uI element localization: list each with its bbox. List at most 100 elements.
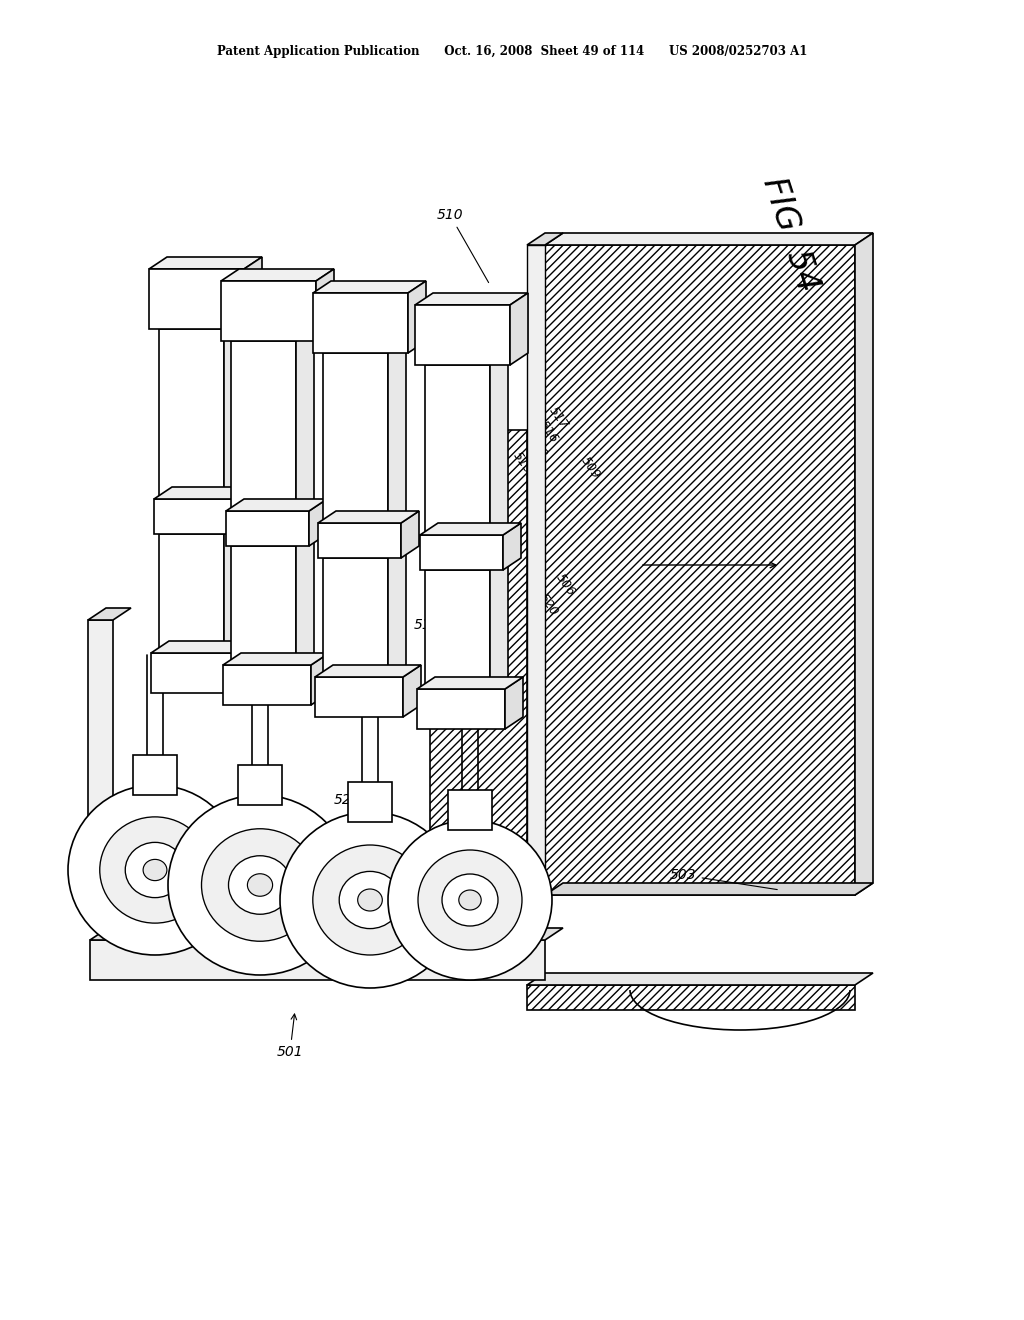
- Text: 516: 516: [536, 418, 560, 446]
- Polygon shape: [417, 689, 505, 729]
- Polygon shape: [420, 523, 521, 535]
- Polygon shape: [318, 511, 419, 523]
- Polygon shape: [425, 570, 490, 689]
- Ellipse shape: [125, 842, 184, 898]
- Polygon shape: [159, 535, 224, 653]
- Polygon shape: [403, 665, 421, 717]
- Polygon shape: [323, 558, 388, 677]
- Polygon shape: [315, 665, 421, 677]
- Polygon shape: [296, 535, 314, 665]
- Polygon shape: [88, 620, 113, 870]
- Text: Patent Application Publication      Oct. 16, 2008  Sheet 49 of 114      US 2008/: Patent Application Publication Oct. 16, …: [217, 45, 807, 58]
- Ellipse shape: [228, 855, 292, 915]
- Polygon shape: [159, 329, 224, 499]
- Text: 520: 520: [536, 591, 560, 619]
- Ellipse shape: [68, 785, 242, 954]
- Polygon shape: [318, 523, 401, 558]
- Ellipse shape: [357, 888, 382, 911]
- Polygon shape: [503, 523, 521, 570]
- Polygon shape: [527, 246, 545, 895]
- Ellipse shape: [280, 812, 460, 987]
- Text: 509: 509: [578, 454, 602, 482]
- Polygon shape: [150, 257, 262, 269]
- Ellipse shape: [168, 795, 352, 975]
- Polygon shape: [226, 499, 327, 511]
- Ellipse shape: [388, 820, 552, 979]
- Text: 501: 501: [276, 1014, 303, 1059]
- Polygon shape: [231, 341, 296, 511]
- Polygon shape: [545, 234, 873, 246]
- Polygon shape: [316, 269, 334, 341]
- Text: 504: 504: [93, 953, 137, 968]
- Polygon shape: [315, 677, 403, 717]
- Polygon shape: [238, 766, 282, 805]
- Polygon shape: [154, 499, 237, 535]
- Text: 506: 506: [553, 572, 578, 598]
- Polygon shape: [150, 269, 244, 329]
- Ellipse shape: [339, 871, 400, 928]
- Polygon shape: [90, 928, 563, 940]
- Polygon shape: [226, 511, 309, 546]
- Polygon shape: [510, 293, 528, 366]
- Polygon shape: [244, 257, 262, 329]
- Polygon shape: [239, 642, 257, 693]
- Polygon shape: [425, 366, 490, 535]
- Polygon shape: [348, 781, 392, 822]
- Polygon shape: [527, 985, 855, 1010]
- Ellipse shape: [99, 817, 210, 923]
- Polygon shape: [296, 329, 314, 511]
- Polygon shape: [237, 487, 255, 535]
- Polygon shape: [415, 305, 510, 366]
- Polygon shape: [401, 511, 419, 558]
- Text: 517: 517: [546, 404, 570, 432]
- Polygon shape: [430, 430, 527, 890]
- Text: 515: 515: [510, 449, 535, 477]
- Polygon shape: [449, 789, 492, 830]
- Ellipse shape: [143, 859, 167, 880]
- Polygon shape: [420, 535, 503, 570]
- Ellipse shape: [312, 845, 427, 954]
- Polygon shape: [415, 293, 528, 305]
- Polygon shape: [490, 352, 508, 535]
- Text: 522: 522: [334, 793, 386, 829]
- Polygon shape: [527, 973, 873, 985]
- Polygon shape: [154, 487, 255, 499]
- Polygon shape: [231, 546, 296, 665]
- Polygon shape: [133, 755, 177, 795]
- Text: 510: 510: [436, 209, 488, 282]
- Polygon shape: [223, 665, 311, 705]
- Polygon shape: [388, 341, 406, 523]
- Text: 508: 508: [524, 433, 549, 461]
- Polygon shape: [490, 558, 508, 689]
- Polygon shape: [313, 293, 408, 352]
- Polygon shape: [323, 352, 388, 523]
- Ellipse shape: [459, 890, 481, 909]
- Polygon shape: [417, 677, 523, 689]
- Polygon shape: [224, 317, 242, 499]
- Ellipse shape: [248, 874, 272, 896]
- Ellipse shape: [442, 874, 498, 927]
- Ellipse shape: [418, 850, 522, 950]
- Text: 507: 507: [423, 939, 468, 964]
- Text: 503: 503: [670, 869, 777, 890]
- Polygon shape: [855, 234, 873, 895]
- Polygon shape: [527, 234, 563, 246]
- Polygon shape: [151, 642, 257, 653]
- Polygon shape: [221, 269, 334, 281]
- Polygon shape: [313, 281, 426, 293]
- Polygon shape: [505, 677, 523, 729]
- Polygon shape: [545, 883, 873, 895]
- Polygon shape: [221, 281, 316, 341]
- Ellipse shape: [202, 829, 318, 941]
- Polygon shape: [388, 546, 406, 677]
- Polygon shape: [90, 940, 545, 979]
- Polygon shape: [309, 499, 327, 546]
- Polygon shape: [224, 521, 242, 653]
- Text: 519: 519: [414, 618, 468, 647]
- Polygon shape: [223, 653, 329, 665]
- Polygon shape: [151, 653, 239, 693]
- Polygon shape: [545, 246, 855, 895]
- Polygon shape: [88, 609, 131, 620]
- Polygon shape: [311, 653, 329, 705]
- Polygon shape: [408, 281, 426, 352]
